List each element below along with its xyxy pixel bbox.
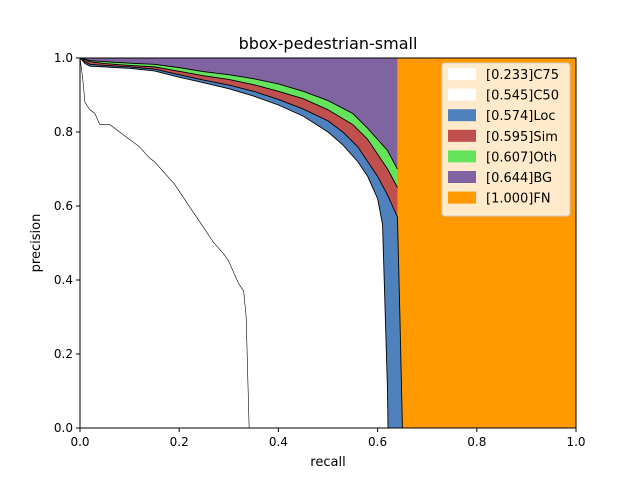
legend-label-0-607-oth: [0.607]Oth	[486, 150, 557, 165]
curve-lines	[79, 57, 403, 429]
line-0-545-c50	[79, 57, 389, 429]
legend-swatch-0-607-oth	[448, 150, 476, 163]
legend-swatch-0-545-c50	[448, 88, 476, 101]
chart-title: bbox-pedestrian-small	[239, 34, 418, 53]
x-tick-label: 0.6	[368, 435, 387, 449]
legend-label-0-644-bg: [0.644]BG	[486, 171, 552, 186]
area-0-233-c75	[80, 58, 250, 428]
x-tick-label: 1.0	[566, 435, 585, 449]
legend-label-0-233-c75: [0.233]C75	[486, 68, 559, 83]
y-tick-label: 0.2	[54, 347, 73, 361]
legend-label-1-000-fn: [1.000]FN	[486, 192, 551, 207]
legend-label-0-545-c50: [0.545]C50	[486, 89, 559, 104]
y-axis-label: precision	[29, 214, 44, 273]
x-tick-label: 0.2	[170, 435, 189, 449]
line-0-607-oth	[79, 57, 398, 170]
legend-swatch-0-595-sim	[448, 129, 476, 142]
legend-label-0-574-loc: [0.574]Loc	[486, 109, 555, 124]
y-tick-label: 0.6	[54, 199, 73, 213]
y-tick-label: 0.4	[54, 273, 73, 287]
x-axis-ticks: 0.0 0.2 0.4 0.6 0.8 1.0	[70, 428, 586, 449]
line-0-574-loc	[79, 57, 403, 429]
x-axis-label: recall	[310, 455, 345, 470]
legend-swatch-0-644-bg	[448, 171, 476, 183]
y-tick-label: 1.0	[54, 51, 73, 65]
y-axis-ticks: 0.0 0.2 0.4 0.6 0.8 1.0	[54, 51, 80, 435]
legend-swatch-1-000-fn	[448, 191, 476, 204]
plot-frame	[79, 57, 577, 429]
area-layers	[80, 58, 576, 428]
legend-swatch-0-233-c75	[448, 68, 476, 80]
line-0-233-c75	[79, 57, 250, 429]
legend: [0.233]C75 [0.545]C50 [0.574]Loc [0.595]Sim…	[441, 62, 571, 217]
line-0-595-sim	[79, 57, 398, 188]
y-tick-label: 0.0	[54, 421, 73, 435]
x-tick-label: 0.8	[467, 435, 486, 449]
x-tick-label: 0.4	[269, 435, 288, 449]
legend-swatch-0-574-loc	[448, 109, 476, 122]
x-tick-label: 0.0	[70, 435, 89, 449]
legend-label-0-595-sim: [0.595]Sim	[486, 130, 558, 145]
y-tick-label: 0.8	[54, 125, 73, 139]
